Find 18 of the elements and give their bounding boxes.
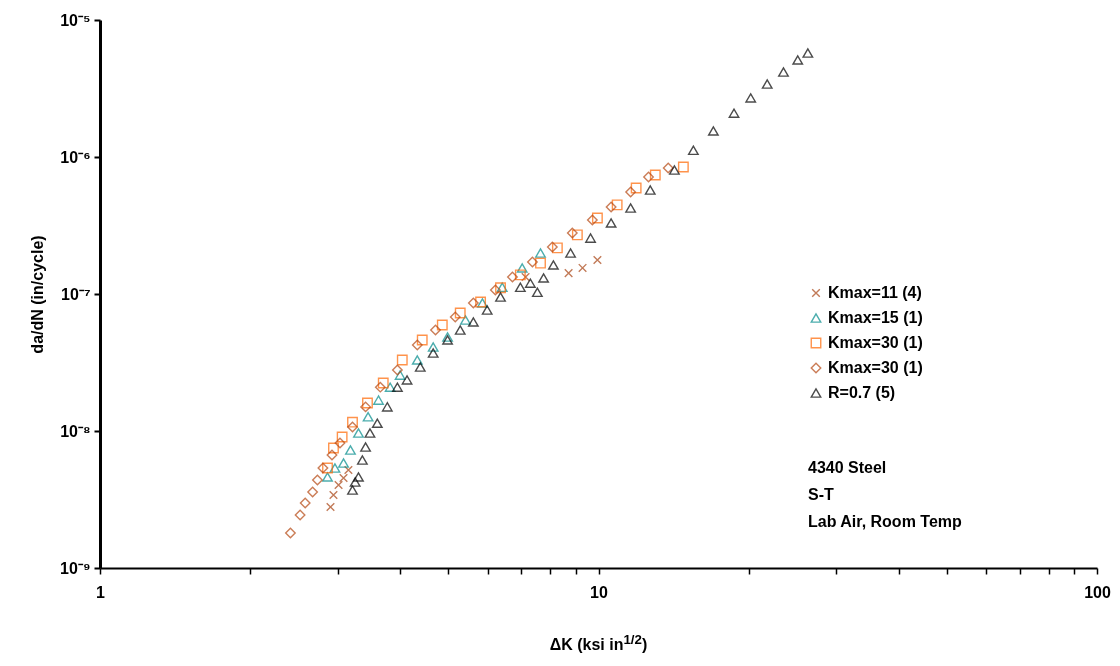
y-tick-label: 10⁻⁶ xyxy=(60,148,91,166)
y-axis-title: da/dN (in/cycle) xyxy=(29,235,47,354)
legend-label: Kmax=11 (4) xyxy=(828,284,922,301)
legend-label: Kmax=15 (1) xyxy=(828,309,923,326)
x-tick-label: 100 xyxy=(1084,583,1111,601)
x-tick-label: 10 xyxy=(590,583,608,601)
y-tick-label: 10⁻⁸ xyxy=(60,422,91,440)
annotation: S-T xyxy=(808,486,834,503)
y-tick-label: 10⁻⁵ xyxy=(60,11,91,29)
y-tick-label: 10⁻⁷ xyxy=(61,285,91,303)
legend-label: Kmax=30 (1) xyxy=(828,359,923,376)
y-tick-label: 10⁻⁹ xyxy=(60,559,91,577)
legend-label: R=0.7 (5) xyxy=(828,384,896,401)
x-axis-title: ΔK (ksi in$^{1/2}$) xyxy=(548,632,649,655)
annotation: 4340 Steel xyxy=(808,459,887,476)
legend-label: Kmax=30 (1) xyxy=(828,334,923,351)
annotation: Lab Air, Room Temp xyxy=(808,513,963,530)
x-tick-label: 1 xyxy=(96,583,106,601)
